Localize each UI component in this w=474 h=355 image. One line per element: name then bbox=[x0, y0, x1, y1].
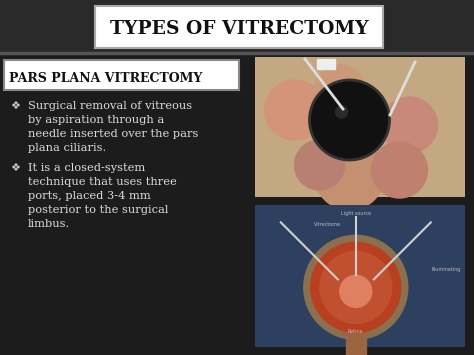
Circle shape bbox=[372, 142, 428, 198]
Circle shape bbox=[264, 80, 325, 140]
Text: limbus.: limbus. bbox=[28, 219, 70, 229]
Wedge shape bbox=[343, 326, 369, 339]
Bar bbox=[0, 0, 474, 52]
Text: by aspiration through a: by aspiration through a bbox=[28, 115, 164, 125]
Text: ❖: ❖ bbox=[10, 163, 20, 173]
Text: Light source: Light source bbox=[341, 211, 371, 216]
Text: posterior to the surgical: posterior to the surgical bbox=[28, 205, 168, 215]
FancyBboxPatch shape bbox=[255, 205, 465, 347]
Circle shape bbox=[310, 80, 390, 160]
Text: ports, placed 3-4 mm: ports, placed 3-4 mm bbox=[28, 191, 151, 201]
FancyBboxPatch shape bbox=[255, 57, 465, 197]
FancyBboxPatch shape bbox=[95, 6, 383, 48]
Text: PARS PLANA VITRECTOMY: PARS PLANA VITRECTOMY bbox=[9, 72, 202, 86]
Text: It is a closed-system: It is a closed-system bbox=[28, 163, 145, 173]
Bar bbox=[346, 339, 366, 355]
Circle shape bbox=[382, 97, 438, 153]
Circle shape bbox=[315, 140, 384, 210]
Text: Illuminating: Illuminating bbox=[432, 267, 461, 272]
Circle shape bbox=[304, 235, 408, 339]
Text: Surgical removal of vitreous: Surgical removal of vitreous bbox=[28, 101, 192, 111]
Text: technique that uses three: technique that uses three bbox=[28, 177, 177, 187]
Circle shape bbox=[311, 242, 401, 332]
Circle shape bbox=[294, 140, 345, 190]
Text: TYPES OF VITRECTOMY: TYPES OF VITRECTOMY bbox=[109, 20, 368, 38]
Circle shape bbox=[315, 65, 365, 115]
Circle shape bbox=[336, 106, 347, 118]
FancyBboxPatch shape bbox=[4, 60, 239, 90]
Text: needle inserted over the pars: needle inserted over the pars bbox=[28, 129, 199, 139]
Circle shape bbox=[320, 251, 392, 323]
Circle shape bbox=[340, 275, 372, 307]
Text: Vitrectome: Vitrectome bbox=[314, 222, 341, 227]
Text: plana ciliaris.: plana ciliaris. bbox=[28, 143, 106, 153]
Text: Retina: Retina bbox=[348, 329, 364, 334]
Bar bbox=[0, 52, 474, 54]
Text: ❖: ❖ bbox=[10, 101, 20, 111]
Bar bbox=[317, 59, 335, 69]
